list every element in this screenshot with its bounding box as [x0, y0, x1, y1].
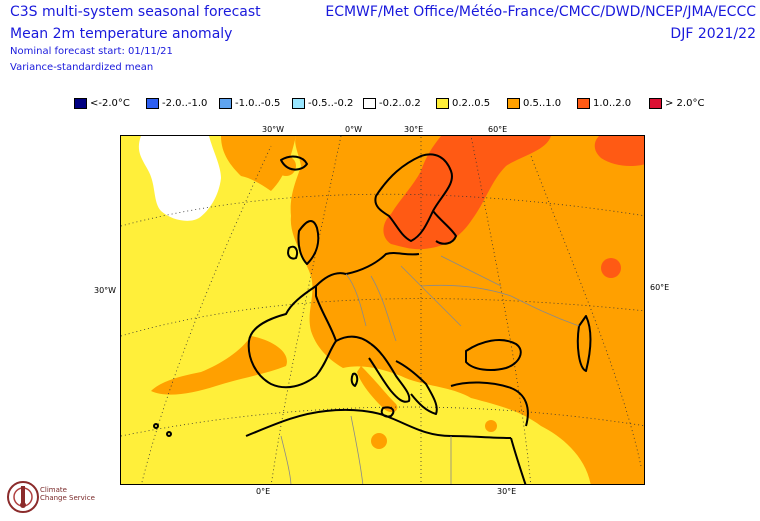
graticule-label: 60°E	[650, 283, 670, 292]
legend-label: 0.5..1.0	[523, 97, 562, 109]
country-borders	[280, 255, 580, 484]
logo-text-line: Change Service	[40, 494, 95, 502]
legend-item: 0.2..0.5	[436, 96, 490, 110]
legend-item: -1.0..-0.5	[219, 96, 280, 110]
legend-item: > 2.0°C	[649, 96, 704, 110]
forecast-start: Nominal forecast start: 01/11/21	[10, 46, 173, 57]
mean-type: Variance-standardized mean	[10, 62, 154, 73]
anomaly-zone-red-orange	[601, 258, 621, 278]
map-variable: Mean 2m temperature anomaly	[10, 26, 233, 42]
legend-label: -0.5..-0.2	[308, 97, 354, 109]
anomaly-map	[120, 135, 645, 485]
anomaly-zone-orange	[290, 136, 644, 484]
legend-swatch	[146, 97, 159, 109]
copernicus-logo	[4, 478, 114, 518]
legend-item: <-2.0°C	[74, 96, 130, 110]
legend-swatch	[436, 97, 449, 109]
graticule-label: 30°E	[497, 487, 517, 496]
anomaly-zone-orange	[357, 366, 398, 413]
anomaly-zone-orange	[485, 420, 497, 432]
legend-item: -2.0..-1.0	[146, 96, 207, 110]
map-title: C3S multi-system seasonal forecast	[10, 4, 261, 20]
legend-swatch	[74, 97, 87, 109]
legend-swatch	[363, 97, 376, 109]
graticule-label: 30°W	[262, 125, 285, 134]
season-label: DJF 2021/22	[670, 26, 756, 42]
legend-label: 1.0..2.0	[593, 97, 632, 109]
legend-swatch	[577, 97, 590, 109]
graticule-label: 0°W	[345, 125, 362, 134]
legend-swatch	[507, 97, 520, 109]
legend-label: -1.0..-0.5	[235, 97, 281, 109]
legend-swatch	[292, 97, 305, 109]
anomaly-zone-red-orange	[594, 136, 644, 166]
anomaly-zone-orange	[371, 433, 387, 449]
anomaly-map-svg	[121, 136, 644, 484]
legend-label: > 2.0°C	[665, 97, 705, 109]
anomaly-zone-orange	[221, 136, 296, 191]
logo-text: Climate Change Service	[40, 486, 95, 502]
legend-label: 0.2..0.5	[452, 97, 491, 109]
anomaly-zone-white	[138, 136, 221, 221]
anomaly-zone-orange	[151, 336, 287, 395]
graticule-label: 30°W	[94, 286, 117, 295]
anomaly-zone-red-orange	[383, 136, 551, 250]
legend-item: -0.2..0.2	[363, 96, 421, 110]
legend-label: <-2.0°C	[90, 97, 130, 109]
organizations: ECMWF/Met Office/Météo-France/CMCC/DWD/N…	[325, 4, 756, 20]
logo-text-line: Climate	[40, 486, 67, 494]
graticule-label: 30°E	[404, 125, 424, 134]
legend-label: -0.2..0.2	[379, 97, 421, 109]
legend-label: -2.0..-1.0	[162, 97, 208, 109]
legend-item: -0.5..-0.2	[292, 96, 353, 110]
legend-swatch	[219, 97, 232, 109]
legend-item: 1.0..2.0	[577, 96, 631, 110]
legend-item: 0.5..1.0	[507, 96, 561, 110]
coastlines	[153, 153, 592, 484]
legend-swatch	[649, 97, 662, 109]
graticule-label: 0°E	[256, 487, 271, 496]
graticule	[121, 136, 644, 484]
graticule-label: 60°E	[488, 125, 508, 134]
climate-logo-icon	[7, 481, 39, 513]
